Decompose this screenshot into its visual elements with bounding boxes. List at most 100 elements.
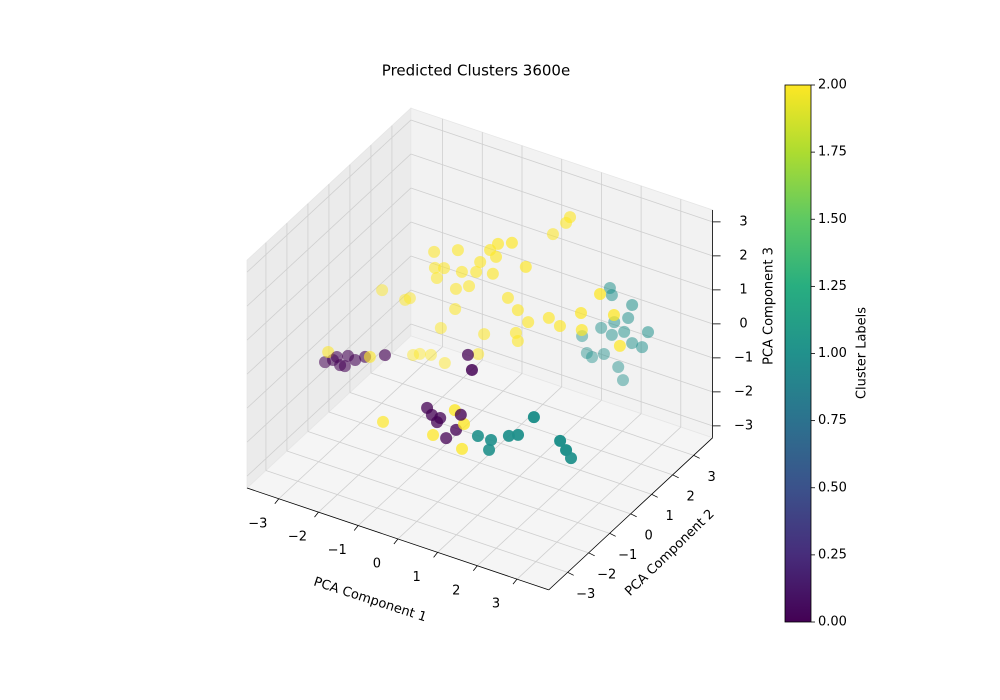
colorbar-tick-label: 1.75 [818, 145, 847, 160]
data-point [483, 443, 496, 456]
x-tick-label: 1 [412, 570, 420, 585]
grid-line [410, 119, 713, 223]
data-point [363, 350, 376, 363]
grid-line [410, 221, 713, 325]
tick-mark [609, 532, 616, 537]
x-axis-label: PCA Component 1 [312, 575, 429, 626]
tick-mark [433, 552, 438, 558]
data-point [449, 282, 462, 295]
data-point [407, 348, 420, 361]
grid-line [246, 153, 412, 307]
data-point [595, 321, 608, 334]
data-point [338, 360, 351, 373]
data-point [605, 328, 618, 341]
data-point [461, 348, 474, 361]
data-point [471, 429, 484, 442]
data-point [586, 351, 599, 364]
y-tick-label: 1 [666, 509, 674, 524]
data-point [428, 261, 441, 274]
x-tick-label: 0 [373, 556, 381, 571]
data-point [458, 418, 471, 431]
y-tick-label: 2 [687, 489, 695, 504]
tick-mark [393, 538, 399, 545]
data-point [413, 347, 426, 360]
tick-mark [472, 565, 478, 571]
data-point [626, 337, 639, 350]
tick-mark [651, 493, 658, 498]
x-tick-label: −3 [248, 516, 267, 531]
data-point [553, 320, 566, 333]
data-point [427, 429, 440, 442]
data-point [428, 245, 441, 258]
grid-line [349, 392, 652, 495]
data-point [490, 250, 503, 263]
tick-mark [274, 498, 280, 504]
data-point [519, 260, 532, 273]
grid-line [370, 372, 673, 476]
data-point [451, 244, 464, 257]
colorbar [784, 84, 812, 623]
data-point [505, 236, 518, 249]
colorbar-tick-label: 1.50 [818, 212, 847, 227]
data-point [546, 228, 559, 241]
data-point [454, 408, 467, 421]
x-tick-label: −1 [328, 543, 347, 558]
data-point [527, 411, 540, 424]
z-axis-label: PCA Component 3 [762, 247, 777, 365]
data-point [511, 304, 524, 317]
data-point [434, 321, 447, 334]
data-point [612, 360, 625, 373]
grid-line [410, 289, 713, 393]
data-point [492, 237, 505, 250]
data-point [622, 311, 635, 324]
data-point [522, 316, 535, 329]
y-tick-label: 0 [645, 528, 653, 543]
tick-mark [672, 474, 679, 479]
data-point [486, 267, 499, 280]
colorbar-tick-label: 0.50 [818, 480, 847, 495]
grid-line [410, 153, 713, 257]
data-point [465, 363, 478, 376]
data-point [580, 346, 593, 359]
z-tick-label: 1 [739, 282, 747, 297]
data-point [349, 354, 362, 367]
x-tick-label: 2 [452, 583, 460, 598]
data-point [421, 401, 434, 414]
tick-mark [630, 513, 637, 518]
data-point [512, 428, 525, 441]
grid-line [307, 431, 610, 534]
data-point [594, 287, 607, 300]
data-point [542, 311, 555, 324]
colorbar-tick-label: 0.00 [818, 615, 847, 630]
tick-mark [567, 571, 574, 576]
data-point [501, 291, 514, 304]
colorbar-tick-label: 0.75 [818, 413, 847, 428]
data-point [560, 444, 573, 457]
z-tick-label: 0 [739, 316, 747, 331]
grid-line [246, 187, 412, 341]
data-point [322, 345, 335, 358]
data-point [603, 281, 616, 294]
data-point [616, 374, 629, 387]
data-point [376, 284, 389, 297]
data-point [463, 280, 476, 293]
data-point [430, 272, 443, 285]
x-tick-label: 3 [492, 597, 500, 612]
data-point [403, 292, 416, 305]
y-tick-label: −1 [618, 548, 637, 563]
grid-line [246, 119, 412, 273]
data-point [485, 434, 498, 447]
z-tick-label: −3 [734, 418, 753, 433]
data-point [502, 429, 515, 442]
y-tick-label: −2 [597, 567, 616, 582]
grid-line [286, 450, 589, 554]
data-point [618, 325, 631, 338]
grid-line [328, 411, 631, 515]
colorbar-tick-label: 0.25 [818, 547, 847, 562]
colorbar-tick-label: 2.00 [818, 78, 847, 93]
data-point [642, 326, 655, 339]
data-point [455, 265, 468, 278]
data-point [564, 211, 577, 224]
data-point [554, 434, 567, 447]
